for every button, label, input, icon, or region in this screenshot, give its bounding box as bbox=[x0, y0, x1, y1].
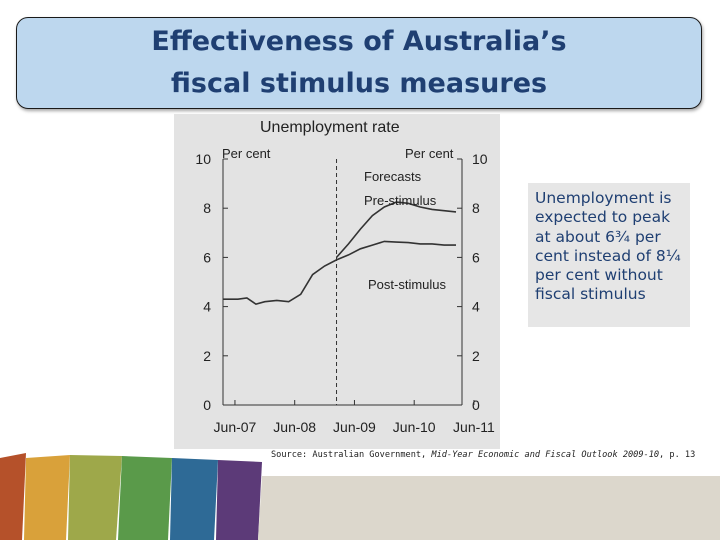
y-tick-label-right: 4 bbox=[472, 299, 480, 315]
y-tick-label-right: 0 bbox=[472, 397, 480, 413]
slide-title: Effectiveness of Australia’s fiscal stim… bbox=[151, 26, 567, 99]
x-tick-label: Jun-11 bbox=[453, 419, 495, 435]
x-tick-label: Jun-08 bbox=[273, 419, 316, 435]
band-stripe-sand bbox=[258, 476, 720, 540]
source-note: Source: Australian Government, Mid-Year … bbox=[271, 450, 716, 460]
annotation-pre-stimulus: Pre-stimulus bbox=[364, 193, 437, 208]
callout-text: Unemployment is expected to peak at abou… bbox=[535, 189, 681, 304]
band-stripe-blue bbox=[170, 458, 218, 540]
band-stripe-olive bbox=[68, 455, 122, 540]
y-tick-label-right: 2 bbox=[472, 348, 480, 364]
chart-panel: Unemployment rate Per cent Per cent 0 0 2 2 4 4 6… bbox=[174, 114, 500, 449]
x-tick-label: Jun-10 bbox=[393, 419, 436, 435]
y-tick-label-right: 8 bbox=[472, 200, 480, 216]
callout-box: Unemployment is expected to peak at abou… bbox=[528, 183, 690, 327]
y-tick-label-right: 10 bbox=[472, 151, 488, 167]
y-tick-label-left: 0 bbox=[203, 397, 211, 413]
slide-title-box: Effectiveness of Australia’s fiscal stim… bbox=[16, 17, 702, 109]
y-tick-label-left: 8 bbox=[203, 200, 211, 216]
y-tick-label-left: 10 bbox=[195, 151, 211, 167]
source-prefix: Source: Australian Government, bbox=[271, 450, 432, 460]
source-suffix: , p. 13 bbox=[659, 450, 696, 460]
series-line-post-stimulus bbox=[223, 240, 456, 305]
annotation-post-stimulus: Post-stimulus bbox=[368, 277, 447, 292]
annotation-forecasts: Forecasts bbox=[364, 169, 422, 184]
x-tick-label: Jun-07 bbox=[214, 419, 257, 435]
y-axis-label-left: Per cent bbox=[222, 146, 271, 161]
y-axis-label-right: Per cent bbox=[405, 146, 454, 161]
band-stripe-ochre bbox=[24, 455, 70, 540]
band-stripe-rust bbox=[0, 453, 26, 540]
chart-title: Unemployment rate bbox=[260, 119, 400, 136]
unemployment-chart: Unemployment rate Per cent Per cent 0 0 2 2 4 4 6… bbox=[195, 119, 495, 435]
x-tick-label: Jun-09 bbox=[333, 419, 376, 435]
band-stripe-purple bbox=[216, 460, 262, 540]
series-line-pre-stimulus bbox=[335, 201, 457, 258]
band-stripe-green bbox=[118, 456, 172, 540]
source-publication: Mid-Year Economic and Fiscal Outlook 200… bbox=[431, 450, 660, 460]
y-tick-label-right: 6 bbox=[472, 249, 480, 265]
y-tick-label-left: 2 bbox=[203, 348, 211, 364]
y-tick-label-left: 6 bbox=[203, 249, 211, 265]
y-tick-label-left: 4 bbox=[203, 299, 211, 315]
